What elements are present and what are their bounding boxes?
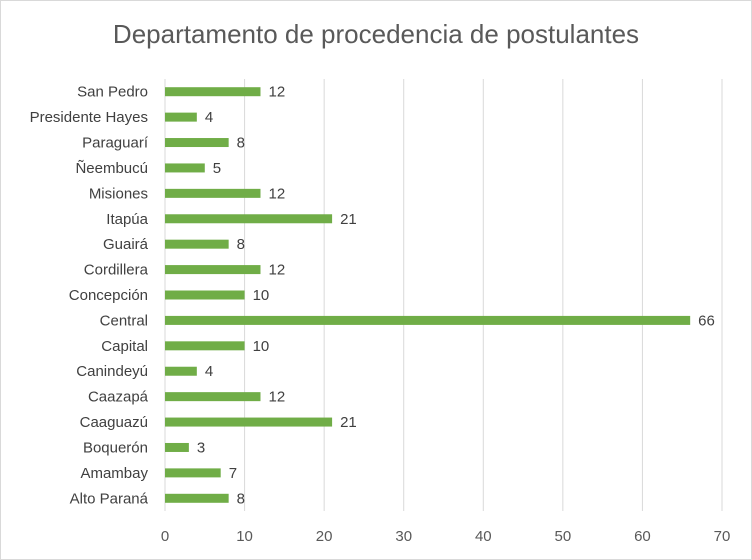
category-label: Presidente Hayes	[30, 109, 148, 126]
bar	[165, 315, 691, 325]
bar	[165, 442, 189, 452]
data-label: 21	[340, 414, 357, 431]
data-label: 5	[213, 160, 221, 177]
data-label: 7	[229, 465, 237, 482]
x-tick-label: 10	[236, 528, 253, 545]
category-label: Caazapá	[88, 389, 149, 406]
category-label: Caaguazú	[80, 414, 148, 431]
bar	[165, 188, 261, 198]
bar	[165, 392, 261, 402]
x-tick-label: 50	[555, 528, 572, 545]
data-label: 4	[205, 109, 213, 126]
data-label: 8	[237, 236, 245, 253]
x-tick-labels: 0 10 20 30 40 50 60 70	[161, 528, 731, 545]
category-label: Itapúa	[106, 211, 148, 228]
bar	[165, 468, 221, 478]
data-label: 10	[253, 338, 270, 355]
category-label: Concepción	[69, 287, 148, 304]
x-tick-label: 70	[714, 528, 731, 545]
x-tick-label: 60	[634, 528, 651, 545]
bar	[165, 417, 333, 427]
bar	[165, 138, 229, 148]
category-label: Ñeembucú	[75, 160, 148, 177]
bar	[165, 366, 197, 376]
data-label: 4	[205, 363, 213, 380]
x-tick-label: 20	[316, 528, 333, 545]
category-label: Paraguarí	[82, 135, 149, 152]
data-label: 21	[340, 211, 357, 228]
category-label: Amambay	[80, 465, 148, 482]
bars	[165, 87, 691, 503]
category-label: Guairá	[103, 236, 149, 253]
data-label: 10	[253, 287, 270, 304]
data-label: 12	[268, 185, 285, 202]
bar	[165, 112, 197, 122]
bar	[165, 239, 229, 249]
data-label: 12	[268, 262, 285, 279]
category-label: Canindeyú	[76, 363, 148, 380]
category-label: Alto Paraná	[70, 490, 149, 507]
chart-title: Departamento de procedencia de postulant…	[112, 19, 640, 49]
data-label: 8	[237, 490, 245, 507]
data-label: 12	[268, 84, 285, 101]
bar	[165, 265, 261, 275]
bar	[165, 87, 261, 97]
category-label: Boquerón	[83, 439, 148, 456]
category-label: Cordillera	[84, 262, 149, 279]
x-tick-label: 0	[161, 528, 169, 545]
x-tick-label: 40	[475, 528, 492, 545]
data-label: 12	[268, 389, 285, 406]
gridlines	[164, 79, 723, 511]
bar	[165, 290, 245, 300]
category-label: Misiones	[89, 185, 148, 202]
data-label: 66	[698, 312, 715, 329]
bar	[165, 493, 229, 503]
bar	[165, 163, 205, 173]
data-label: 8	[237, 135, 245, 152]
category-label: Capital	[101, 338, 148, 355]
bar	[165, 214, 333, 224]
category-label: San Pedro	[77, 84, 148, 101]
bar	[165, 341, 245, 351]
data-label: 3	[197, 439, 205, 456]
category-label: Central	[100, 312, 148, 329]
category-labels: San Pedro Presidente Hayes Paraguarí Ñeembu…	[30, 84, 149, 508]
x-tick-label: 30	[395, 528, 412, 545]
